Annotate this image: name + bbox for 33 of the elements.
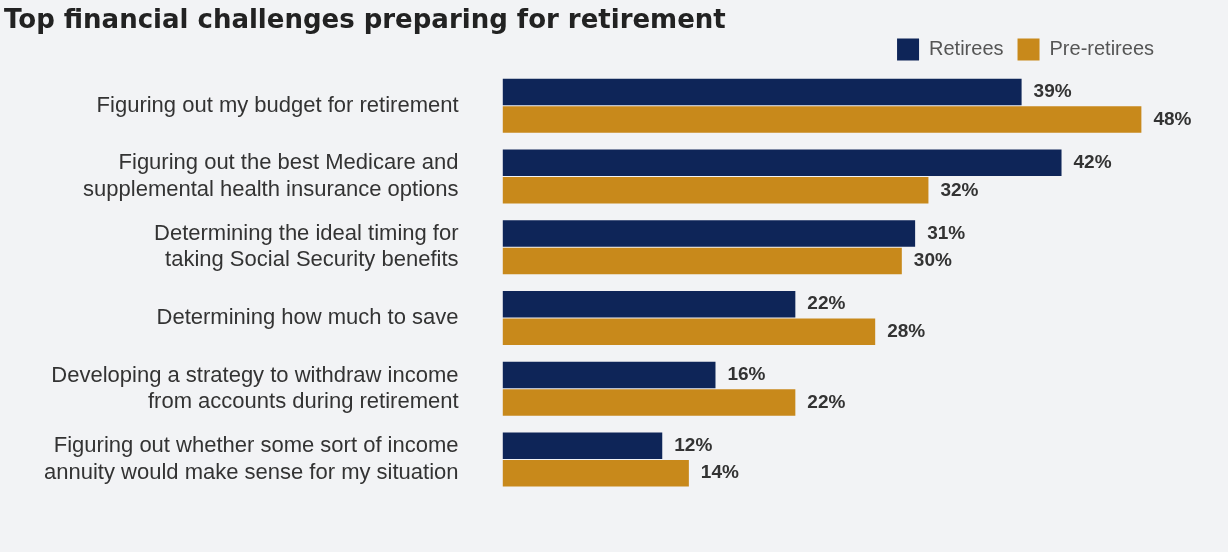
bar <box>502 106 1142 133</box>
data-label: 22% <box>807 292 846 314</box>
y-tick-label: Determining the ideal timing for taking Social Security benefits <box>154 220 459 272</box>
y-tick-label: Determining how much to save <box>156 304 459 330</box>
bar <box>502 220 916 247</box>
data-label: 30% <box>913 249 952 271</box>
bar <box>502 389 796 416</box>
bar <box>502 78 1022 106</box>
bar <box>502 247 902 275</box>
bar <box>502 318 876 345</box>
data-label: 48% <box>1153 107 1192 129</box>
bar <box>502 177 929 204</box>
bar <box>502 290 796 318</box>
chart-title: Top financial challenges preparing for retirement <box>4 4 726 34</box>
data-label: 39% <box>1033 80 1072 102</box>
data-label: 16% <box>727 363 766 385</box>
data-label: 14% <box>700 461 739 483</box>
data-label: 22% <box>807 390 846 412</box>
legend-label: Retirees <box>929 36 1004 59</box>
bar <box>502 149 1062 176</box>
bar <box>502 459 689 487</box>
y-tick-label: Figuring out the best Medicare and supplemental health insurance options <box>83 149 459 201</box>
bar <box>502 361 716 389</box>
data-label: 31% <box>927 221 966 243</box>
data-label: 28% <box>887 319 926 341</box>
y-tick-label: Figuring out whether some sort of income annuity would make sense for my situation <box>43 432 459 484</box>
legend-label: Pre-retirees <box>1049 36 1155 59</box>
data-label: 42% <box>1073 150 1112 172</box>
y-tick-label: Developing a strategy to withdraw income from accounts during retirement <box>51 361 459 413</box>
bar <box>502 432 663 459</box>
data-label: 12% <box>674 433 713 455</box>
data-label: 32% <box>940 178 979 200</box>
y-tick-label: Figuring out my budget for retirement <box>96 91 459 117</box>
